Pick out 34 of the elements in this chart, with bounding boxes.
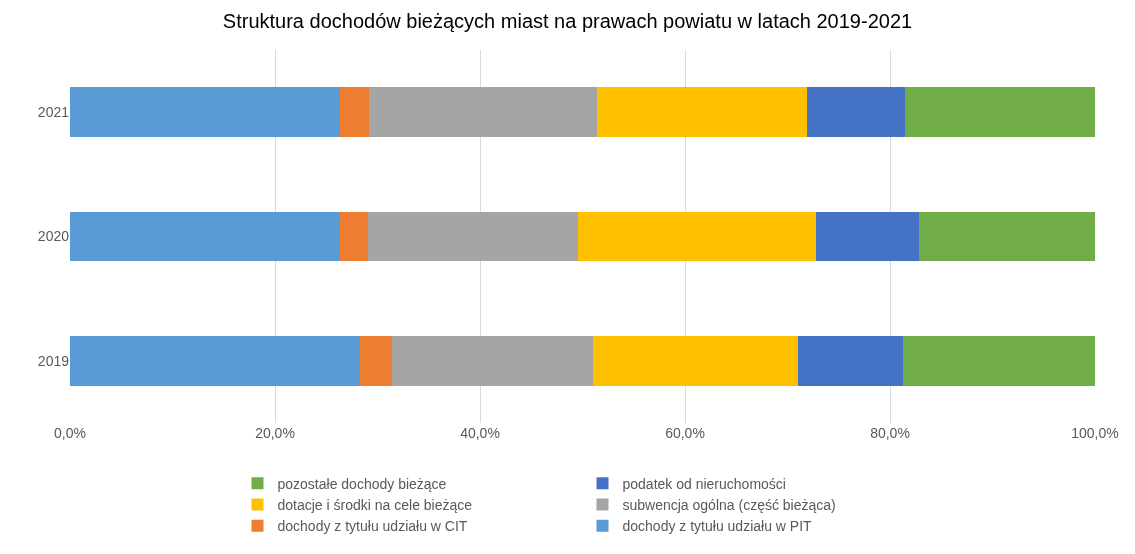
bar — [339, 211, 369, 262]
legend-label: dotacje i środki na cele bieżące — [277, 497, 473, 514]
x-tick-label: 60,0% — [665, 425, 705, 441]
bar — [918, 211, 1095, 262]
bar — [797, 335, 904, 386]
bar — [70, 335, 361, 386]
bar — [592, 335, 798, 386]
bar — [596, 87, 807, 138]
x-tick-label: 40,0% — [460, 425, 500, 441]
legend-label: pozostałe dochody bieżące — [277, 475, 447, 492]
x-tick-label: 100,0% — [1071, 425, 1119, 441]
legend-label: podatek od nieruchomości — [622, 475, 786, 492]
y-tick-label: 2020 — [37, 228, 70, 245]
x-tick-label: 20,0% — [255, 425, 295, 441]
legend-label: dochody z tytułu udziału w PIT — [622, 518, 813, 535]
bar — [816, 211, 919, 262]
x-tick-label: 80,0% — [870, 425, 910, 441]
bar — [360, 335, 392, 386]
bar — [368, 211, 579, 262]
y-tick-label: 2019 — [37, 352, 70, 369]
bar — [70, 87, 340, 138]
bar — [391, 335, 593, 386]
y-tick-label: 2021 — [37, 104, 70, 121]
bar — [578, 211, 817, 262]
bar — [905, 87, 1095, 138]
bar — [903, 335, 1095, 386]
chart-title: Struktura dochodów bieżących miast na prawach powiatu w latach 2019-2021 — [222, 9, 913, 32]
legend-label: subwencja ogólna (część bieżąca) — [622, 497, 836, 514]
bar — [339, 87, 370, 138]
bar — [369, 87, 597, 138]
bar — [806, 87, 906, 138]
x-tick-label: 0,0% — [54, 425, 86, 441]
bar — [70, 211, 340, 262]
legend-label: dochody z tytułu udziału w CIT — [277, 518, 468, 535]
